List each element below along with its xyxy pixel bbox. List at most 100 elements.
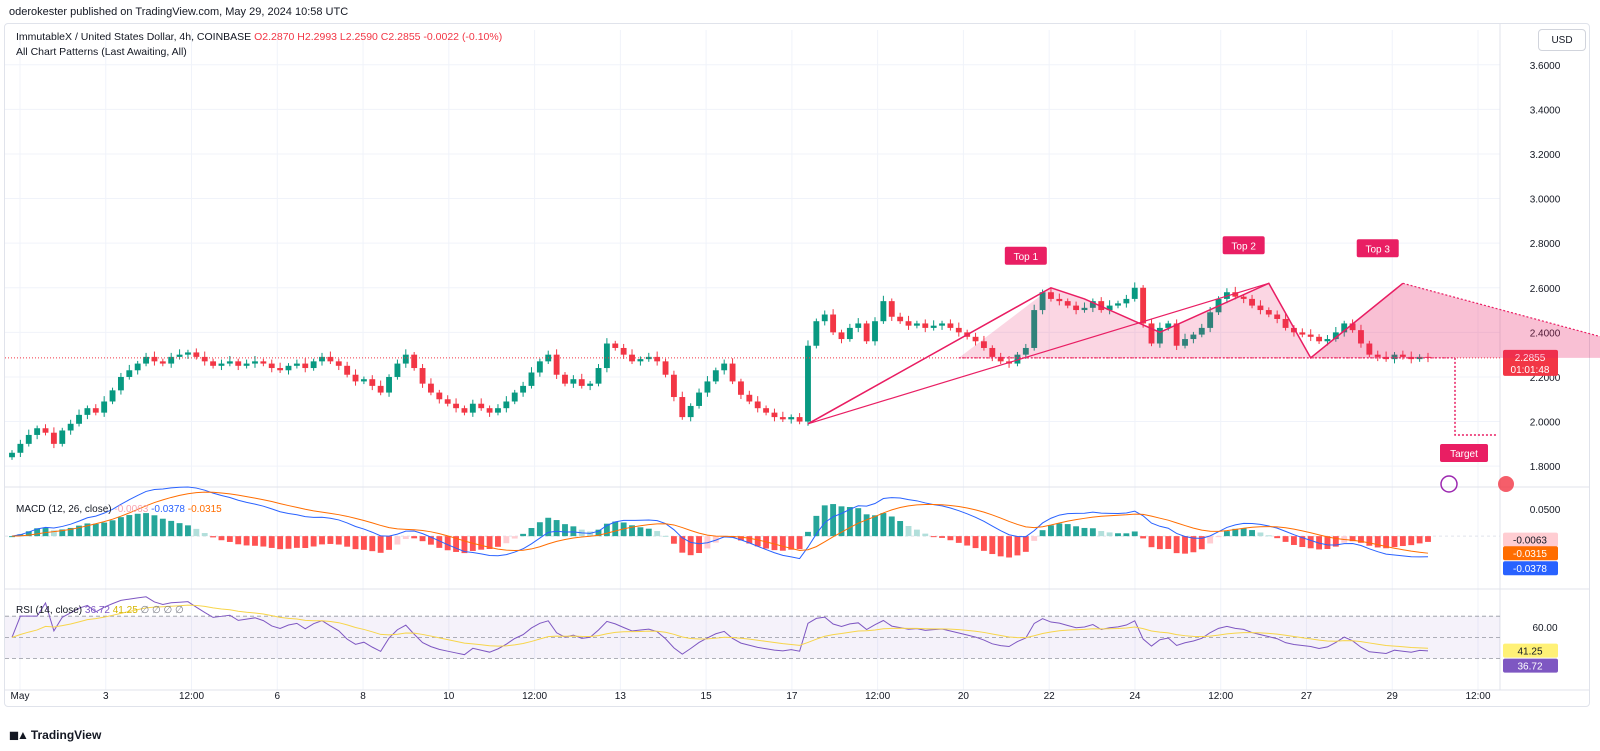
candle-body bbox=[293, 363, 300, 366]
price-axis-tick: 3.6000 bbox=[1530, 61, 1561, 72]
candle-body bbox=[830, 314, 837, 333]
candle-body bbox=[1366, 343, 1373, 355]
macd-histogram-bar bbox=[570, 526, 577, 537]
macd-histogram-bar bbox=[402, 536, 409, 540]
macd-legend: MACD (12, 26, close) -0.0063 -0.0378 -0.… bbox=[16, 504, 222, 515]
candle-body bbox=[243, 363, 250, 366]
candle-body bbox=[1064, 301, 1071, 306]
candle-body bbox=[1048, 292, 1054, 299]
candle-body bbox=[344, 365, 351, 375]
candle-body bbox=[955, 327, 962, 333]
candle-body bbox=[1140, 287, 1147, 324]
candle-body bbox=[252, 361, 258, 364]
candle-body bbox=[402, 354, 409, 364]
macd-histogram-bar bbox=[1207, 536, 1214, 544]
symbol-title[interactable]: ImmutableX / United States Dollar, 4h, C… bbox=[16, 31, 252, 43]
candle-body bbox=[1089, 301, 1096, 308]
macd-histogram-bar bbox=[1408, 536, 1415, 546]
candle-body bbox=[327, 356, 334, 362]
candle-body bbox=[1031, 310, 1038, 348]
macd-histogram-bar bbox=[394, 536, 401, 545]
price-axis-tick: 3.4000 bbox=[1530, 105, 1561, 116]
candle-body bbox=[1207, 312, 1214, 328]
candle-body bbox=[1265, 310, 1272, 315]
macd-histogram-bar bbox=[1366, 536, 1373, 546]
candle-body bbox=[302, 363, 309, 369]
candle-body bbox=[176, 354, 183, 357]
candle-body bbox=[1081, 307, 1088, 311]
candle-body bbox=[226, 361, 233, 364]
candle-body bbox=[729, 363, 736, 382]
macd-histogram-bar bbox=[712, 536, 719, 543]
candle-body bbox=[310, 361, 317, 369]
candle-body bbox=[587, 383, 594, 386]
rsi-title[interactable]: RSI (14, close) bbox=[16, 605, 83, 616]
macd-histogram-bar bbox=[268, 536, 275, 548]
macd-histogram-bar bbox=[603, 523, 610, 537]
macd-histogram-bar bbox=[511, 536, 518, 539]
macd-histogram-bar bbox=[855, 508, 862, 537]
macd-histogram-bar bbox=[377, 536, 384, 553]
candle-body bbox=[352, 374, 359, 382]
candle-body bbox=[704, 381, 711, 393]
last-price-label: 2.2855 bbox=[1515, 353, 1546, 364]
macd-histogram-bar bbox=[495, 536, 501, 547]
candle-body bbox=[754, 401, 761, 409]
macd-value-label-bg bbox=[1503, 532, 1558, 547]
candle-body bbox=[880, 301, 887, 322]
macd-value-label: -0.0063 bbox=[1513, 536, 1547, 547]
macd-histogram-bar bbox=[1156, 536, 1163, 550]
candle-body bbox=[92, 408, 99, 413]
candle-body bbox=[779, 417, 786, 420]
time-axis-tick: May bbox=[11, 691, 30, 702]
macd-histogram-bar bbox=[1383, 536, 1390, 549]
candle-body bbox=[1257, 305, 1264, 311]
pattern-tag-bg bbox=[1440, 443, 1488, 462]
candle-body bbox=[50, 432, 57, 444]
tradingview-logo[interactable]: ◼▲ TradingView bbox=[9, 728, 101, 742]
rsi-legend: RSI (14, close) 36.72 41.25 ∅ ∅ ∅ ∅ bbox=[16, 605, 184, 616]
macd-pane bbox=[5, 486, 1558, 576]
macd-histogram-bar bbox=[1131, 531, 1138, 537]
candle-body bbox=[855, 323, 862, 328]
candle-body bbox=[1399, 354, 1406, 357]
macd-histogram-bar bbox=[771, 536, 778, 551]
indicator-title[interactable]: All Chart Patterns (Last Awaiting, All) bbox=[16, 46, 187, 58]
macd-histogram-bar bbox=[1249, 530, 1255, 537]
pattern-tag-label: Top 3 bbox=[1365, 244, 1390, 255]
macd-histogram-bar bbox=[1265, 535, 1272, 537]
triple-top-pattern bbox=[807, 236, 1600, 462]
candle-body bbox=[805, 345, 811, 422]
macd-histogram-bar bbox=[1031, 536, 1038, 541]
candle-body bbox=[846, 327, 853, 340]
macd-histogram-bar bbox=[302, 536, 309, 549]
candle-body bbox=[59, 430, 66, 444]
candle-body bbox=[637, 359, 644, 362]
macd-histogram-bar bbox=[444, 536, 451, 551]
candle-body bbox=[1123, 298, 1130, 304]
price-axis-tick: 3.0000 bbox=[1530, 195, 1561, 206]
macd-histogram-bar bbox=[1215, 536, 1222, 538]
macd-histogram-bar bbox=[1190, 536, 1197, 553]
macd-histogram-bar bbox=[1056, 523, 1063, 537]
macd-title[interactable]: MACD (12, 26, close) bbox=[16, 504, 112, 515]
candle-body bbox=[1173, 323, 1180, 346]
time-axis-tick: 3 bbox=[103, 691, 109, 702]
candle-body bbox=[1240, 296, 1247, 299]
time-axis-tick: 22 bbox=[1044, 691, 1056, 702]
candle-body bbox=[595, 368, 602, 384]
macd-histogram-bar bbox=[905, 525, 912, 537]
time-axis-tick: 10 bbox=[443, 691, 455, 702]
macd-histogram-bar bbox=[419, 536, 426, 542]
currency-button[interactable]: USD bbox=[1538, 29, 1586, 51]
time-axis-tick: 12:00 bbox=[1208, 691, 1233, 702]
candle-body bbox=[947, 323, 954, 328]
candle-body bbox=[972, 336, 979, 342]
macd-histogram-bar bbox=[1064, 524, 1071, 537]
candle-body bbox=[1014, 354, 1021, 364]
macd-histogram-bar bbox=[1173, 536, 1180, 554]
macd-histogram-bar bbox=[863, 514, 870, 537]
macd-histogram-bar bbox=[536, 522, 543, 537]
macd-histogram-bar bbox=[964, 536, 971, 546]
